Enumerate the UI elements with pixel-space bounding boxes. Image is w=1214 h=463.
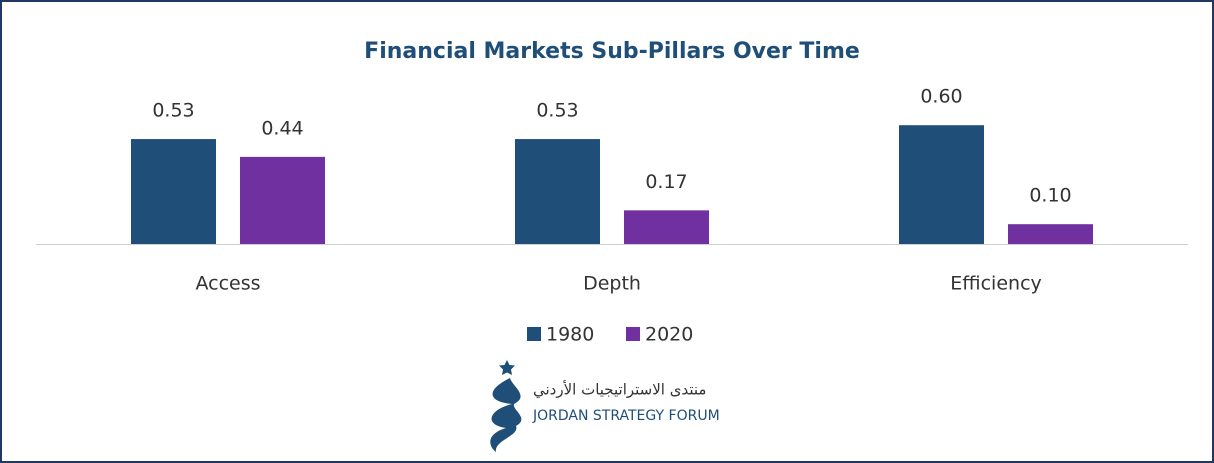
logo-arabic: منتدى الاستراتيجيات الأردني: [533, 380, 706, 400]
data-label: 0.60: [920, 86, 962, 108]
bar: [624, 210, 709, 244]
bar: [515, 139, 600, 244]
x-tick-label: Access: [195, 273, 260, 295]
x-tick-label: Efficiency: [950, 273, 1042, 295]
legend-swatch: [626, 327, 640, 341]
data-label: 0.53: [536, 100, 578, 122]
logo-ribbon: [490, 378, 522, 452]
legend-label: 1980: [546, 324, 594, 346]
logo-english: JORDAN STRATEGY FORUM: [532, 408, 720, 424]
legend-swatch: [527, 327, 541, 341]
data-label: 0.17: [645, 171, 687, 193]
legend-label: 2020: [645, 324, 693, 346]
chart-title: Financial Markets Sub-Pillars Over Time: [364, 39, 860, 64]
bar: [131, 139, 216, 244]
logo-star: [499, 360, 515, 375]
bar: [899, 125, 984, 244]
x-tick-label: Depth: [583, 273, 641, 295]
bar: [240, 156, 325, 244]
bar: [1008, 224, 1093, 244]
data-label: 0.10: [1029, 185, 1071, 207]
logo: منتدى الاستراتيجيات الأردني JORDAN STRAT…: [490, 360, 720, 452]
data-label: 0.44: [261, 117, 303, 139]
data-label: 0.53: [152, 100, 194, 122]
